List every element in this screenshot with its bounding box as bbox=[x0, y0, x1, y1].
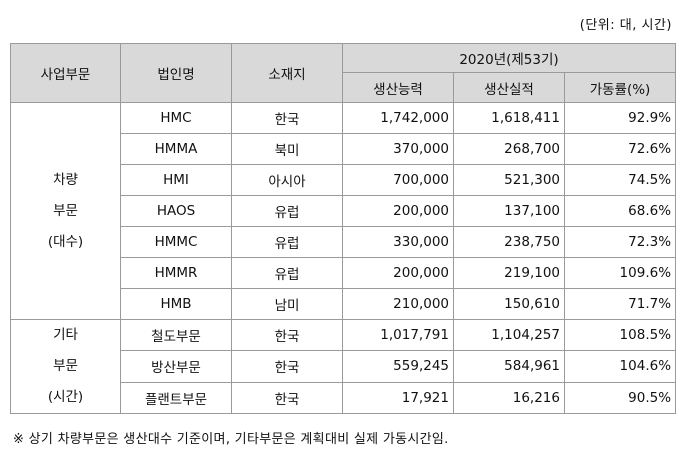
entity-cell: HMMR bbox=[120, 257, 232, 289]
header-location: 소재지 bbox=[231, 43, 343, 103]
actual-cell: 1,618,411 bbox=[453, 102, 565, 134]
table-row: HMB 남미 210,000 150,610 71.7% bbox=[11, 288, 677, 320]
actual-cell: 268,700 bbox=[453, 133, 565, 165]
actual-cell: 150,610 bbox=[453, 288, 565, 320]
utilization-cell: 109.6% bbox=[563, 257, 677, 289]
location-cell: 한국 bbox=[231, 350, 343, 383]
utilization-cell: 72.6% bbox=[563, 133, 677, 165]
division-label-line: 차량 bbox=[53, 171, 78, 188]
utilization-cell: 108.5% bbox=[563, 318, 677, 352]
utilization-cell: 92.9% bbox=[563, 102, 677, 134]
capacity-cell: 17,921 bbox=[342, 381, 454, 415]
actual-cell: 238,750 bbox=[453, 226, 565, 258]
header-year: 2020년(제53기) bbox=[341, 43, 677, 73]
location-cell: 유럽 bbox=[231, 257, 343, 289]
utilization-cell: 68.6% bbox=[563, 195, 677, 227]
actual-cell: 1,104,257 bbox=[453, 318, 565, 352]
entity-cell: 철도부문 bbox=[120, 318, 232, 352]
capacity-cell: 330,000 bbox=[342, 226, 454, 258]
capacity-cell: 210,000 bbox=[342, 288, 454, 320]
header-entity: 법인명 bbox=[120, 43, 232, 103]
location-cell: 한국 bbox=[231, 318, 343, 352]
entity-cell: 플랜트부문 bbox=[120, 381, 232, 415]
footnote: ※ 상기 차량부문은 생산대수 기준이며, 기타부문은 계획대비 실제 가동시간… bbox=[13, 432, 449, 447]
location-cell: 아시아 bbox=[231, 164, 343, 196]
location-cell: 한국 bbox=[231, 102, 343, 134]
capacity-cell: 700,000 bbox=[342, 164, 454, 196]
utilization-cell: 72.3% bbox=[563, 226, 677, 258]
header-actual: 생산실적 bbox=[453, 72, 565, 103]
table-row: HMI 아시아 700,000 521,300 74.5% bbox=[11, 164, 677, 196]
actual-cell: 521,300 bbox=[453, 164, 565, 196]
capacity-cell: 370,000 bbox=[342, 133, 454, 165]
entity-cell: HMC bbox=[120, 102, 232, 134]
location-cell: 남미 bbox=[231, 288, 343, 320]
table-row: HMMR 유럽 200,000 219,100 109.6% bbox=[11, 257, 677, 289]
capacity-cell: 1,017,791 bbox=[342, 318, 454, 352]
capacity-cell: 1,742,000 bbox=[342, 102, 454, 134]
table-row: HAOS 유럽 200,000 137,100 68.6% bbox=[11, 195, 677, 227]
entity-cell: 방산부문 bbox=[120, 350, 232, 383]
entity-cell: HAOS bbox=[120, 195, 232, 227]
entity-cell: HMI bbox=[120, 164, 232, 196]
division-label-line: (시간) bbox=[47, 389, 84, 405]
table-row: 기타 부문 (시간) 철도부문 한국 1,017,791 1,104,257 108.5% bbox=[10, 318, 677, 414]
division-label-line: 부문 bbox=[53, 358, 78, 374]
division-label-line: (대수) bbox=[47, 233, 84, 250]
unit-note: (단위: 대, 시간) bbox=[579, 18, 672, 33]
table-header: 사업부문 법인명 소재지 2020년(제53기) 생산능력 생산실적 가동률(%… bbox=[10, 43, 677, 103]
actual-cell: 584,961 bbox=[453, 350, 565, 383]
header-division: 사업부문 bbox=[10, 43, 121, 103]
table-body: 차량 부문 (대수) HMC 한국 1,742,000 1,618,411 92.9% HMMA… bbox=[10, 102, 677, 415]
entity-cell: HMMA bbox=[120, 133, 232, 165]
table-row: 플랜트부문 한국 17,921 16,216 90.5% bbox=[11, 381, 677, 415]
entity-cell: HMB bbox=[120, 288, 232, 320]
location-cell: 유럽 bbox=[231, 195, 343, 227]
capacity-cell: 559,245 bbox=[342, 350, 454, 383]
header-utilization: 가동률(%) bbox=[563, 72, 677, 103]
utilization-cell: 90.5% bbox=[563, 381, 677, 415]
utilization-cell: 71.7% bbox=[563, 288, 677, 320]
division-label-line: 기타 bbox=[53, 327, 78, 343]
location-cell: 유럽 bbox=[231, 226, 343, 258]
table-row: HMMC 유럽 330,000 238,750 72.3% bbox=[11, 226, 677, 258]
division-label-line: 부문 bbox=[53, 202, 78, 219]
actual-cell: 137,100 bbox=[453, 195, 565, 227]
header-capacity: 생산능력 bbox=[342, 72, 454, 103]
location-cell: 북미 bbox=[231, 133, 343, 165]
location-cell: 한국 bbox=[231, 381, 343, 415]
capacity-cell: 200,000 bbox=[342, 257, 454, 289]
entity-cell: HMMC bbox=[120, 226, 232, 258]
production-table: 사업부문 법인명 소재지 2020년(제53기) 생산능력 생산실적 가동률(%… bbox=[10, 43, 677, 415]
utilization-cell: 104.6% bbox=[563, 350, 677, 383]
actual-cell: 219,100 bbox=[453, 257, 565, 289]
utilization-cell: 74.5% bbox=[563, 164, 677, 196]
capacity-cell: 200,000 bbox=[342, 195, 454, 227]
actual-cell: 16,216 bbox=[453, 381, 565, 415]
table-row: HMMA 북미 370,000 268,700 72.6% bbox=[11, 133, 677, 165]
